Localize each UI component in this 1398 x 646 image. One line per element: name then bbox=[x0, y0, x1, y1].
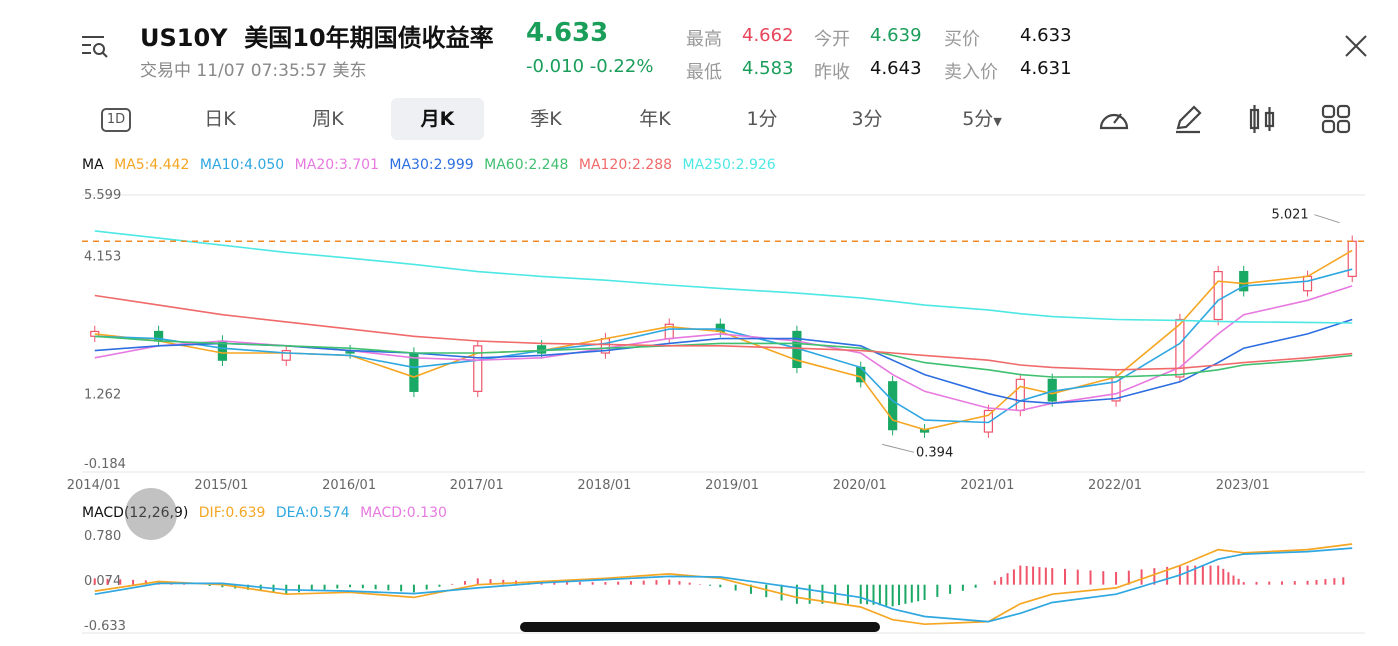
macd-legend: MACD(12,26,9) DIF:0.639 DEA:0.574 MACD:0… bbox=[82, 505, 453, 521]
macd-legend-title: MACD(12,26,9) bbox=[82, 505, 189, 521]
tab-day-k[interactable]: 日K bbox=[204, 108, 236, 130]
annotation-high-label: 5.021 bbox=[1271, 208, 1308, 223]
scroll-handle[interactable] bbox=[520, 622, 880, 632]
y-tick-label: 5.599 bbox=[84, 188, 121, 203]
bid-value: 4.633 bbox=[1020, 25, 1072, 46]
y-tick-label: 4.153 bbox=[84, 249, 121, 264]
x-tick-label: 2022/01 bbox=[1088, 478, 1142, 493]
page-title: US10Y 美国10年期国债收益率 bbox=[140, 18, 494, 53]
ma120-legend: MA120:2.288 bbox=[578, 157, 673, 173]
symbol: US10Y bbox=[140, 24, 228, 52]
macd-line-dif bbox=[94, 543, 1353, 626]
bid-label: 买价 bbox=[944, 29, 980, 50]
tab-5min-label: 5分 bbox=[962, 108, 994, 130]
ma-line-ma20 bbox=[94, 285, 1353, 412]
y-tick-label: -0.184 bbox=[84, 457, 126, 472]
ma60-legend: MA60:2.248 bbox=[484, 157, 569, 173]
low-label: 最低 bbox=[686, 62, 722, 83]
prev-close-value: 4.643 bbox=[870, 58, 922, 79]
ma5-legend: MA5:4.442 bbox=[114, 157, 190, 173]
high-value: 4.662 bbox=[742, 25, 794, 46]
x-tick-label: 2020/01 bbox=[833, 478, 887, 493]
open-label: 今开 bbox=[814, 29, 850, 50]
candle-body bbox=[888, 381, 898, 431]
ma-line-ma120 bbox=[94, 294, 1353, 371]
candle-body bbox=[281, 350, 291, 361]
macd-value-legend: MACD:0.130 bbox=[360, 505, 447, 521]
tab-5min[interactable]: 5分▼ bbox=[946, 98, 1018, 140]
candle-body bbox=[1213, 270, 1223, 321]
x-tick-label: 2018/01 bbox=[577, 478, 631, 493]
candle-style-icon[interactable] bbox=[1244, 101, 1280, 137]
grid-icon[interactable] bbox=[1318, 101, 1354, 137]
tab-week-k[interactable]: 周K bbox=[312, 108, 344, 130]
ma10-legend: MA10:4.050 bbox=[199, 157, 285, 173]
ma250-legend: MA250:2.926 bbox=[682, 157, 776, 173]
tab-1min[interactable]: 1分 bbox=[746, 108, 778, 130]
x-tick-label: 2014/01 bbox=[67, 478, 121, 493]
ma-legend: MA MA5:4.442 MA10:4.050 MA20:3.701 MA30:… bbox=[82, 157, 782, 173]
ma-line-ma250 bbox=[94, 230, 1353, 324]
change-value: -0.010 bbox=[526, 56, 585, 77]
close-icon[interactable] bbox=[1342, 32, 1370, 60]
candle-body bbox=[1239, 270, 1249, 292]
macd-chart[interactable]: 0.780 0.074 -0.633 bbox=[0, 525, 1398, 635]
candle-body bbox=[409, 352, 419, 392]
annotation-low-label: 0.394 bbox=[916, 445, 953, 460]
ma30-legend: MA30:2.999 bbox=[389, 157, 474, 173]
candle-body bbox=[1175, 318, 1185, 378]
candle-body bbox=[983, 409, 993, 433]
high-label: 最高 bbox=[686, 29, 722, 50]
period-tabs: 1D 日K 周K 月K 季K 年K 1分 3分 5分▼ bbox=[80, 98, 1370, 140]
tab-1d-badge: 1D bbox=[100, 107, 132, 132]
candle-body bbox=[1015, 378, 1025, 412]
tab-quarter-k[interactable]: 季K bbox=[530, 108, 562, 130]
y-tick-label: 1.262 bbox=[84, 388, 121, 403]
market-status: 交易中 11/07 07:35:57 美东 bbox=[140, 61, 367, 81]
macd-y-tick-label: -0.633 bbox=[84, 619, 126, 634]
x-tick-label: 2023/01 bbox=[1216, 478, 1270, 493]
prev-close-label: 昨收 bbox=[814, 62, 850, 83]
touch-indicator bbox=[125, 488, 177, 540]
x-tick-label: 2016/01 bbox=[322, 478, 376, 493]
kline-chart[interactable]: 5.599 4.153 1.262 -0.184 2014/01 2015/01 2016/… bbox=[0, 180, 1398, 500]
ma-line-ma30 bbox=[94, 318, 1353, 405]
low-value: 4.583 bbox=[742, 58, 794, 79]
tab-1d[interactable]: 1D bbox=[100, 98, 132, 140]
ask-label: 卖入价 bbox=[944, 62, 998, 83]
dif-legend: DIF:0.639 bbox=[198, 505, 266, 521]
tab-3min[interactable]: 3分 bbox=[851, 108, 883, 130]
x-tick-label: 2017/01 bbox=[450, 478, 504, 493]
ma-line-ma60 bbox=[94, 335, 1353, 378]
x-tick-label: 2019/01 bbox=[705, 478, 759, 493]
tab-month-k[interactable]: 月K bbox=[391, 98, 484, 140]
ma-line-ma10 bbox=[94, 268, 1353, 424]
x-tick-label: 2015/01 bbox=[194, 478, 248, 493]
pencil-icon[interactable] bbox=[1170, 101, 1206, 137]
ma20-legend: MA20:3.701 bbox=[294, 157, 379, 173]
chevron-down-icon: ▼ bbox=[993, 115, 1002, 128]
candle-body bbox=[1347, 240, 1357, 277]
instrument-name: 美国10年期国债收益率 bbox=[244, 24, 494, 52]
ma-line-ma5 bbox=[94, 249, 1353, 431]
candle-body bbox=[1302, 275, 1313, 292]
price-change: -0.010 -0.22% bbox=[526, 56, 653, 77]
speedometer-icon[interactable] bbox=[1096, 101, 1132, 137]
macd-y-tick-label: 0.780 bbox=[84, 529, 121, 544]
ask-value: 4.631 bbox=[1020, 58, 1072, 79]
dea-legend: DEA:0.574 bbox=[275, 505, 350, 521]
change-percent: -0.22% bbox=[589, 56, 654, 77]
ma-legend-title: MA bbox=[82, 157, 104, 173]
tab-year-k[interactable]: 年K bbox=[639, 108, 671, 130]
menu-search-icon[interactable] bbox=[80, 32, 108, 60]
x-tick-label: 2021/01 bbox=[960, 478, 1014, 493]
annotation-leader bbox=[881, 443, 915, 453]
annotation-leader bbox=[1314, 214, 1340, 224]
candle-body bbox=[473, 345, 483, 392]
open-value: 4.639 bbox=[870, 25, 922, 46]
last-price: 4.633 bbox=[526, 18, 609, 48]
macd-y-tick-label: 0.074 bbox=[84, 574, 121, 589]
macd-line-dea bbox=[94, 547, 1353, 623]
